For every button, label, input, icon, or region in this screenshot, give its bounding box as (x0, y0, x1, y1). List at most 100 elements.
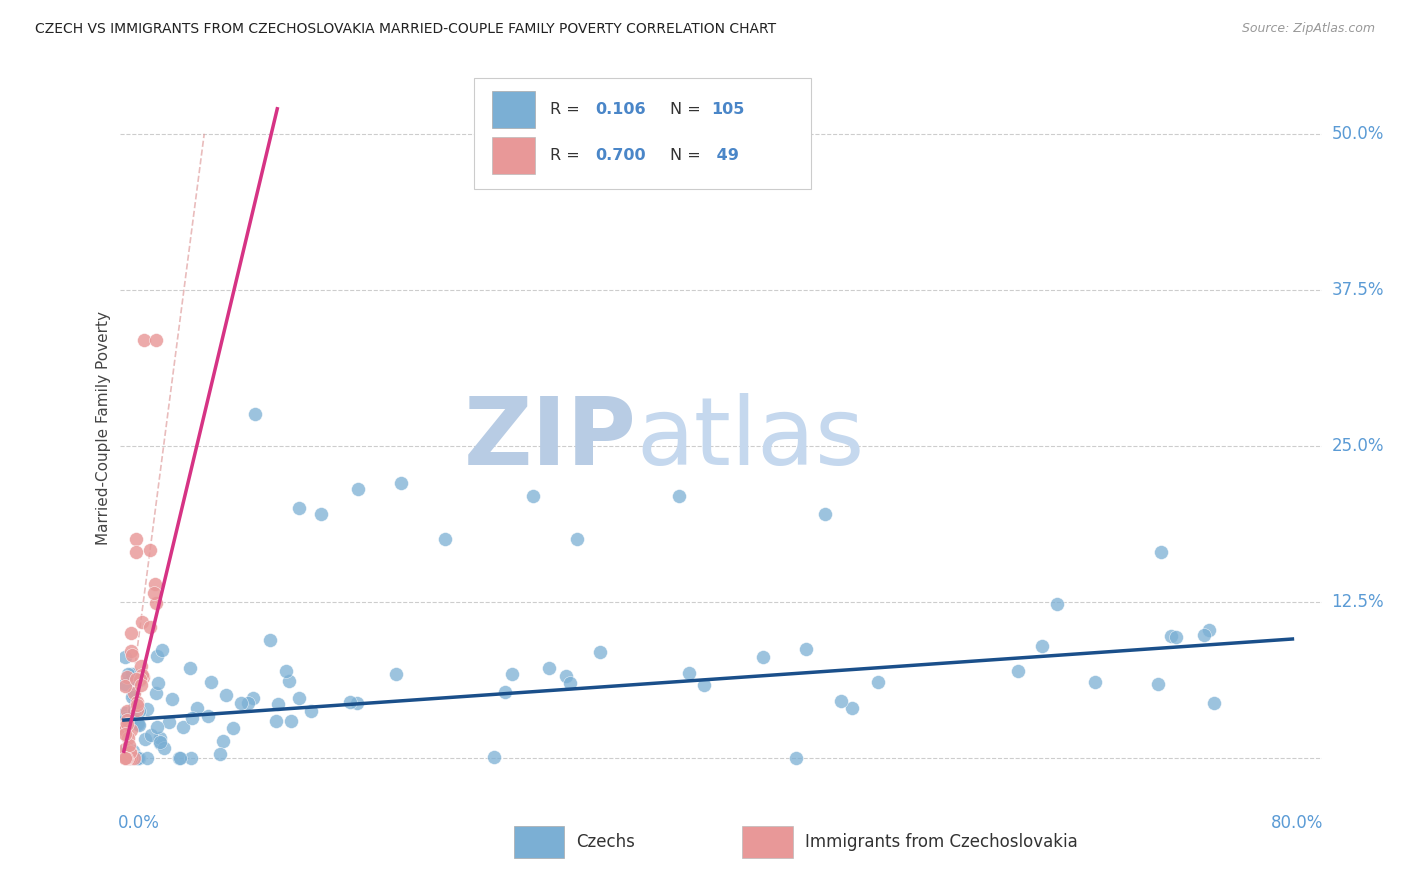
Point (118, 750, 141, 764)
Point (339, 695, 361, 709)
Point (115, 670, 138, 684)
Point (148, 675, 170, 690)
Point (1007, 664, 1029, 678)
Point (1164, 630, 1187, 644)
Point (127, 750, 149, 764)
Text: CZECH VS IMMIGRANTS FROM CZECHOSLOVAKIA MARRIED-COUPLE FAMILY POVERTY CORRELATIO: CZECH VS IMMIGRANTS FROM CZECHOSLOVAKIA … (35, 22, 776, 37)
Point (522, 489, 544, 503)
FancyBboxPatch shape (742, 826, 793, 858)
Point (131, 678, 153, 692)
Text: R =: R = (550, 148, 579, 163)
Point (752, 649, 775, 664)
Point (114, 750, 136, 764)
Point (222, 721, 245, 735)
Text: N =: N = (671, 103, 700, 118)
Point (125, 703, 148, 717)
Point (131, 668, 153, 682)
Point (134, 333, 156, 347)
Point (1147, 677, 1170, 691)
Point (180, 750, 202, 764)
Point (1031, 639, 1053, 653)
Point (122, 704, 145, 718)
Point (114, 677, 136, 691)
Point (121, 648, 143, 663)
Point (128, 750, 150, 764)
Point (560, 676, 582, 690)
Point (127, 717, 149, 731)
Point (115, 750, 138, 764)
Point (186, 701, 208, 715)
Point (1202, 696, 1225, 710)
Text: 37.5%: 37.5% (1331, 281, 1384, 299)
Point (814, 508, 837, 522)
Point (120, 625, 142, 640)
Point (132, 670, 155, 684)
Point (124, 544, 146, 558)
Text: Immigrants from Czechoslovakia: Immigrants from Czechoslovakia (804, 833, 1077, 851)
Point (555, 669, 578, 683)
Point (145, 686, 167, 700)
Point (127, 695, 149, 709)
Point (214, 688, 236, 702)
Point (494, 684, 516, 698)
Text: N =: N = (671, 148, 700, 163)
Point (208, 747, 231, 762)
Point (120, 723, 142, 737)
Text: 25.0%: 25.0% (1331, 436, 1384, 455)
Point (264, 714, 287, 728)
Point (118, 750, 141, 764)
Point (299, 704, 322, 718)
Point (136, 702, 159, 716)
Point (668, 489, 690, 503)
Text: 49: 49 (711, 148, 738, 163)
Point (785, 750, 807, 764)
Point (274, 664, 297, 678)
Text: 12.5%: 12.5% (1331, 592, 1384, 610)
Point (385, 666, 408, 681)
Point (118, 750, 141, 764)
Point (122, 750, 145, 764)
Point (120, 644, 142, 658)
Point (114, 711, 136, 725)
Text: Czechs: Czechs (576, 833, 636, 851)
Point (169, 750, 191, 764)
Point (121, 667, 143, 681)
Point (117, 717, 139, 731)
Point (143, 577, 166, 591)
Point (131, 659, 153, 673)
Point (288, 501, 311, 516)
Point (114, 719, 136, 733)
Point (127, 698, 149, 712)
Point (122, 686, 145, 700)
Point (796, 642, 818, 657)
Point (278, 674, 301, 689)
Point (114, 750, 136, 764)
Text: 0.0%: 0.0% (118, 814, 160, 831)
Point (127, 715, 149, 730)
Point (160, 692, 183, 706)
Point (589, 645, 612, 659)
Point (115, 704, 138, 718)
Point (1084, 674, 1107, 689)
Point (482, 750, 505, 764)
Point (180, 711, 202, 725)
Point (114, 706, 136, 721)
Point (131, 615, 153, 629)
Point (538, 661, 561, 675)
Point (841, 700, 863, 714)
Point (145, 720, 167, 734)
Point (145, 596, 167, 610)
FancyBboxPatch shape (474, 78, 811, 189)
Point (149, 735, 172, 749)
Point (678, 665, 700, 680)
Point (125, 673, 148, 687)
Point (830, 694, 852, 708)
Point (172, 721, 194, 735)
Point (1150, 545, 1173, 559)
Point (117, 667, 139, 681)
Text: 105: 105 (711, 103, 744, 118)
Point (169, 750, 191, 764)
Point (114, 650, 136, 665)
Point (391, 476, 413, 491)
Text: R =: R = (550, 103, 585, 118)
